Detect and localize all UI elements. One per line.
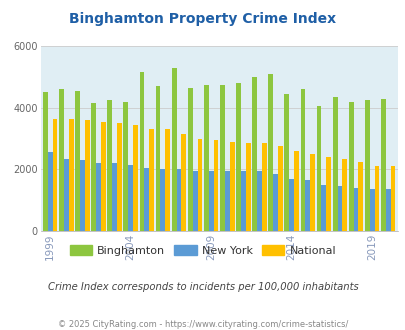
Bar xyxy=(117,123,121,231)
Bar xyxy=(208,171,213,231)
Bar xyxy=(80,160,85,231)
Bar xyxy=(213,140,218,231)
Bar xyxy=(364,100,369,231)
Bar xyxy=(374,166,378,231)
Text: Binghamton Property Crime Index: Binghamton Property Crime Index xyxy=(69,12,336,25)
Bar xyxy=(160,169,165,231)
Bar xyxy=(305,180,309,231)
Bar xyxy=(64,159,68,231)
Bar xyxy=(385,189,390,231)
Bar xyxy=(220,85,224,231)
Text: © 2025 CityRating.com - https://www.cityrating.com/crime-statistics/: © 2025 CityRating.com - https://www.city… xyxy=(58,320,347,329)
Bar xyxy=(316,106,321,231)
Bar xyxy=(101,122,106,231)
Bar xyxy=(321,185,326,231)
Bar xyxy=(268,74,273,231)
Bar xyxy=(133,125,138,231)
Bar xyxy=(59,89,64,231)
Bar xyxy=(155,86,160,231)
Bar xyxy=(229,142,234,231)
Bar xyxy=(390,166,394,231)
Bar xyxy=(171,68,176,231)
Bar xyxy=(139,72,144,231)
Bar xyxy=(48,152,53,231)
Bar xyxy=(197,139,202,231)
Bar xyxy=(68,118,73,231)
Bar xyxy=(256,171,261,231)
Bar xyxy=(224,171,229,231)
Bar xyxy=(123,102,128,231)
Bar xyxy=(181,134,186,231)
Bar xyxy=(309,154,314,231)
Bar xyxy=(277,146,282,231)
Bar xyxy=(293,151,298,231)
Bar xyxy=(341,159,346,231)
Bar xyxy=(75,91,80,231)
Bar xyxy=(273,174,277,231)
Bar xyxy=(288,179,293,231)
Bar xyxy=(53,118,58,231)
Bar xyxy=(91,103,96,231)
Bar xyxy=(149,129,153,231)
Bar xyxy=(107,100,112,231)
Text: Crime Index corresponds to incidents per 100,000 inhabitants: Crime Index corresponds to incidents per… xyxy=(47,282,358,292)
Bar xyxy=(252,77,256,231)
Bar xyxy=(96,163,101,231)
Bar xyxy=(188,88,192,231)
Bar xyxy=(43,92,48,231)
Bar xyxy=(332,97,337,231)
Bar xyxy=(380,99,385,231)
Bar xyxy=(369,189,374,231)
Bar xyxy=(241,171,245,231)
Bar xyxy=(176,169,181,231)
Bar xyxy=(326,157,330,231)
Bar xyxy=(300,89,305,231)
Bar xyxy=(236,83,241,231)
Bar xyxy=(112,163,117,231)
Bar xyxy=(203,85,208,231)
Bar xyxy=(165,129,170,231)
Bar xyxy=(85,120,90,231)
Bar xyxy=(128,165,133,231)
Bar xyxy=(358,162,362,231)
Bar xyxy=(261,143,266,231)
Bar xyxy=(284,94,288,231)
Bar xyxy=(192,171,197,231)
Bar xyxy=(337,186,341,231)
Legend: Binghamton, New York, National: Binghamton, New York, National xyxy=(65,241,340,260)
Bar xyxy=(245,143,250,231)
Bar xyxy=(144,168,149,231)
Bar xyxy=(348,102,353,231)
Bar xyxy=(353,188,358,231)
